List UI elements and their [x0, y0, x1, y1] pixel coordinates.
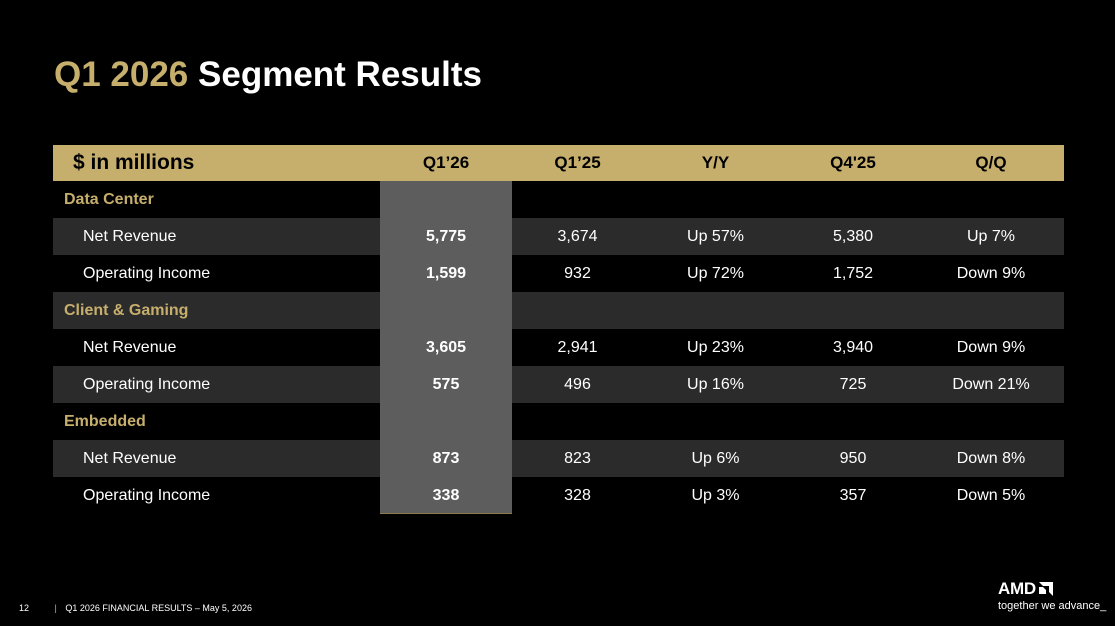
- year-over-year-cell: Up 23%: [643, 329, 788, 366]
- current-quarter-column-highlight: [380, 181, 512, 513]
- year-over-year-cell: Up 6%: [643, 440, 788, 477]
- current-quarter-cell: [380, 181, 512, 218]
- metric-label: Operating Income: [53, 366, 380, 403]
- prior-quarter-cell: 950: [788, 440, 918, 477]
- segment-results-table: $ in millions Q1’26 Q1’25 Y/Y Q4'25 Q/Q …: [53, 145, 1064, 514]
- header-units: $ in millions: [73, 151, 195, 174]
- year-over-year-cell: Up 72%: [643, 255, 788, 292]
- table-row: Operating Income 1,599 932 Up 72% 1,752 Down …: [53, 255, 1064, 292]
- current-quarter-cell: 575: [432, 375, 460, 393]
- year-over-year-cell: Up 57%: [643, 218, 788, 255]
- metric-label: Net Revenue: [53, 329, 380, 366]
- quarter-over-quarter-cell: Down 9%: [918, 329, 1064, 366]
- amd-arrow-icon: [1038, 582, 1053, 596]
- current-quarter-cell: 338: [432, 486, 460, 504]
- year-over-year-cell: [643, 403, 788, 440]
- prior-quarter-cell: 3,940: [788, 329, 918, 366]
- page-number: 12: [19, 603, 30, 613]
- metric-label: Net Revenue: [53, 218, 380, 255]
- logo-text: AMD: [998, 579, 1036, 598]
- metric-label: Net Revenue: [53, 440, 380, 477]
- title-rest: Segment Results: [198, 55, 482, 94]
- header-qoq: Q/Q: [975, 153, 1007, 172]
- header-q1-26: Q1’26: [422, 153, 470, 172]
- prior-quarter-cell: 5,380: [788, 218, 918, 255]
- section-label: Data Center: [53, 181, 380, 218]
- prior-quarter-cell: 357: [788, 477, 918, 514]
- table-row: Operating Income 338 328 Up 3% 357 Down 5%: [53, 477, 1064, 514]
- footer: 12 | Q1 2026 FINANCIAL RESULTS – May 5, …: [19, 603, 252, 613]
- table-section-row: Embedded: [53, 403, 1064, 440]
- prior-quarter-cell: [788, 403, 918, 440]
- year-over-year-cell: Up 16%: [643, 366, 788, 403]
- quarter-over-quarter-cell: [918, 292, 1064, 329]
- prior-year-quarter-cell: 496: [512, 366, 643, 403]
- brand: AMD together we advance_: [998, 580, 1106, 613]
- prior-quarter-cell: 725: [788, 366, 918, 403]
- metric-label: Operating Income: [53, 477, 380, 514]
- prior-year-quarter-cell: 328: [512, 477, 643, 514]
- metric-label: Operating Income: [53, 255, 380, 292]
- prior-year-quarter-cell: [512, 292, 643, 329]
- footer-text: Q1 2026 FINANCIAL RESULTS – May 5, 2026: [65, 603, 252, 613]
- page-title: Q1 2026 Segment Results: [54, 55, 482, 95]
- prior-year-quarter-cell: [512, 403, 643, 440]
- prior-quarter-cell: [788, 292, 918, 329]
- quarter-over-quarter-cell: Down 21%: [918, 366, 1064, 403]
- quarter-over-quarter-cell: Down 5%: [918, 477, 1064, 514]
- title-accent: Q1 2026: [54, 55, 189, 94]
- prior-year-quarter-cell: [512, 181, 643, 218]
- brand-tagline: together we advance_: [998, 600, 1107, 612]
- table-row: Net Revenue 873 823 Up 6% 950 Down 8%: [53, 440, 1064, 477]
- current-quarter-cell: 1,599: [425, 264, 467, 282]
- year-over-year-cell: Up 3%: [643, 477, 788, 514]
- amd-logo: AMD: [998, 580, 1106, 598]
- prior-year-quarter-cell: 823: [512, 440, 643, 477]
- table-row: Net Revenue 3,605 2,941 Up 23% 3,940 Down 9%: [53, 329, 1064, 366]
- current-quarter-cell: 873: [432, 449, 460, 467]
- current-quarter-cell: [380, 403, 512, 440]
- table-row: Operating Income 575 496 Up 16% 725 Down 21%: [53, 366, 1064, 403]
- year-over-year-cell: [643, 292, 788, 329]
- header-q4-25: Q4'25: [830, 153, 876, 172]
- quarter-over-quarter-cell: Down 8%: [918, 440, 1064, 477]
- prior-quarter-cell: [788, 181, 918, 218]
- table-body: Data Center Net Revenue 5,775 3,674 Up 57% 5,…: [53, 181, 1064, 514]
- header-q1-25: Q1’25: [554, 153, 601, 172]
- table-section-row: Data Center: [53, 181, 1064, 218]
- current-quarter-cell: 5,775: [425, 227, 467, 245]
- current-quarter-cell: 3,605: [425, 338, 467, 356]
- table-row: Net Revenue 5,775 3,674 Up 57% 5,380 Up 7%: [53, 218, 1064, 255]
- table-section-row: Client & Gaming: [53, 292, 1064, 329]
- segment-results-table-wrap: $ in millions Q1’26 Q1’25 Y/Y Q4'25 Q/Q …: [53, 145, 1064, 514]
- quarter-over-quarter-cell: Up 7%: [918, 218, 1064, 255]
- prior-quarter-cell: 1,752: [788, 255, 918, 292]
- quarter-over-quarter-cell: [918, 181, 1064, 218]
- section-label: Embedded: [53, 403, 380, 440]
- header-yoy: Y/Y: [701, 153, 730, 172]
- table-header-row: $ in millions Q1’26 Q1’25 Y/Y Q4'25 Q/Q: [53, 145, 1064, 181]
- section-label: Client & Gaming: [53, 292, 380, 329]
- prior-year-quarter-cell: 932: [512, 255, 643, 292]
- prior-year-quarter-cell: 3,674: [512, 218, 643, 255]
- quarter-over-quarter-cell: [918, 403, 1064, 440]
- prior-year-quarter-cell: 2,941: [512, 329, 643, 366]
- footer-separator: |: [54, 603, 57, 613]
- quarter-over-quarter-cell: Down 9%: [918, 255, 1064, 292]
- year-over-year-cell: [643, 181, 788, 218]
- current-quarter-cell: [380, 292, 512, 329]
